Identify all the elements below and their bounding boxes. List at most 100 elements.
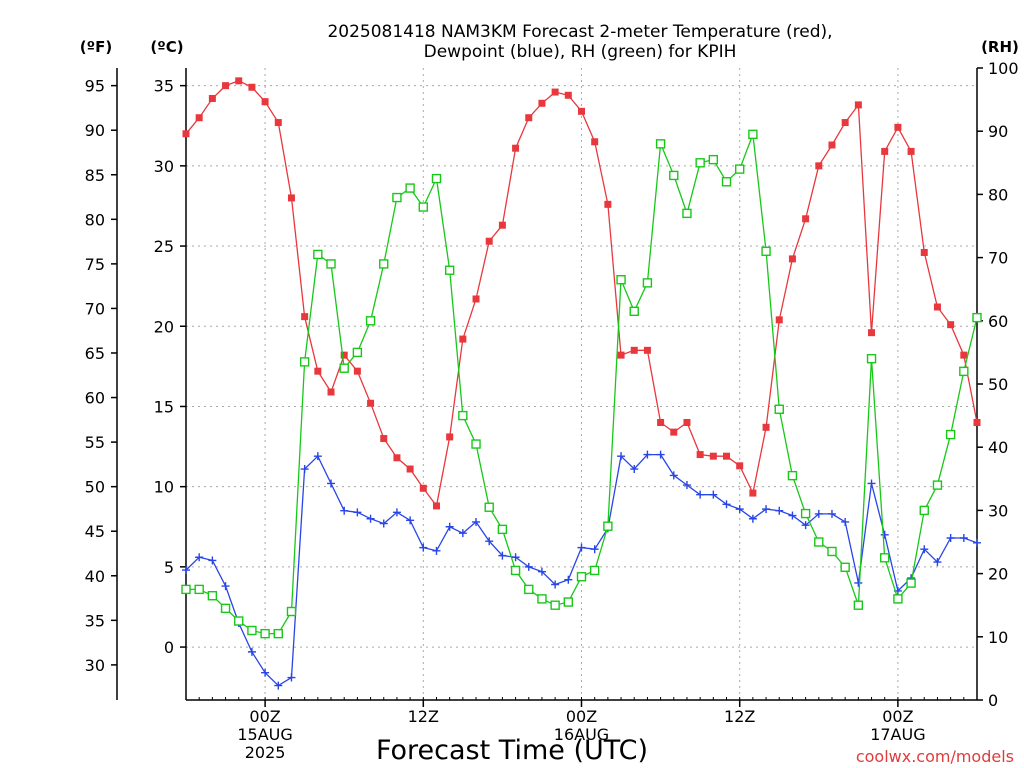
temperature-point [775,316,783,324]
series-line-rh [186,134,978,635]
temperature-point [736,462,744,470]
temperature-point [762,423,770,431]
c-tick-label: 30 [154,157,174,176]
f-tick-label: 90 [85,121,105,140]
rh-point [365,316,376,326]
rh-point [866,354,877,364]
temperature-point [841,119,849,127]
temperature-point [591,138,599,146]
temperature-point [287,194,295,202]
temperature-point [973,418,981,426]
right-rh-axis-label: (RH) [981,38,1019,56]
temperature-point [340,351,348,359]
rh-point [682,208,692,219]
dewpoint-point [722,500,731,509]
rh-point [748,129,758,140]
c-tick-label: 35 [154,77,174,96]
rh-point [655,139,666,149]
temperature-point [446,433,454,441]
temperature-point [617,351,625,359]
credit-label: coolwx.com/models [856,747,1014,766]
rh-point [313,249,323,260]
dewpoint-point [221,582,230,591]
rh-point [853,600,864,610]
dewpoint-point [748,514,757,523]
rh-point [735,164,745,174]
temperature-point [222,82,230,90]
series-temperature [182,77,981,510]
dewpoint-point [696,490,705,499]
temperature-point [630,346,638,354]
rh-point [392,192,402,203]
rh-point [273,628,283,639]
temperature-point [802,215,810,223]
c-tick-label: 0 [164,638,174,657]
temperature-point [709,452,717,460]
rh-tick-label: 100 [988,59,1019,78]
temperature-point [564,91,572,99]
f-tick-label: 55 [85,433,105,452]
rh-point [418,202,428,212]
dewpoint-point [946,533,955,542]
x-tick-label: 00Z [566,707,597,726]
rh-point [247,625,257,636]
temperature-point [947,321,955,329]
f-tick-label: 85 [85,166,105,185]
dewpoint-point [880,530,889,539]
rh-point [352,347,363,358]
temperature-point [327,388,335,396]
rh-point [945,429,956,440]
temperature-point [894,123,902,131]
temperature-point [815,162,823,170]
rh-point [774,404,784,414]
dewpoint-point [327,479,336,488]
c-tick-label: 20 [154,317,174,336]
dewpoint-point [854,578,863,587]
dewpoint-point [564,575,573,584]
rh-point [840,562,850,572]
dewpoint-point [775,506,784,515]
temperature-point [459,335,467,343]
temperature-point [235,77,243,85]
dewpoint-point [577,543,586,552]
rh-point [959,366,969,377]
series-line-temperature [185,80,978,508]
x-tick-label: 15AUG [237,725,292,744]
rh-point [589,565,600,576]
x-tick-label: 2025 [245,743,286,762]
f-tick-label: 95 [85,77,105,96]
rh-point [260,628,270,639]
f-tick-label: 30 [85,656,105,675]
rh-point [669,170,679,181]
f-tick-label: 65 [85,344,105,363]
temperature-point [274,119,282,127]
rh-point [880,553,890,563]
dewpoint-point [617,452,626,461]
rh-point [972,312,982,323]
dewpoint-point [643,450,652,459]
temperature-point [551,88,559,96]
dewpoint-point [498,551,507,560]
dewpoint-point [353,508,362,517]
dewpoint-point [551,580,560,589]
rh-tick-label: 10 [988,628,1008,647]
rh-point [181,584,191,595]
dewpoint-point [208,556,217,565]
dewpoint-point [379,519,388,528]
dewpoint-point [261,668,270,677]
dewpoint-point [814,509,823,518]
temperature-point [393,454,401,462]
dewpoint-point [682,481,691,490]
rh-point [603,521,613,531]
dewpoint-point [867,479,876,488]
rh-point [919,505,929,516]
f-tick-label: 75 [85,255,105,274]
temperature-point [920,248,928,256]
rh-point [695,158,705,168]
rh-tick-label: 20 [988,565,1008,584]
rh-point [893,594,903,604]
dewpoint-point [419,543,428,552]
temperature-point [960,351,968,359]
rh-point [326,259,336,269]
temperature-point [248,83,256,91]
